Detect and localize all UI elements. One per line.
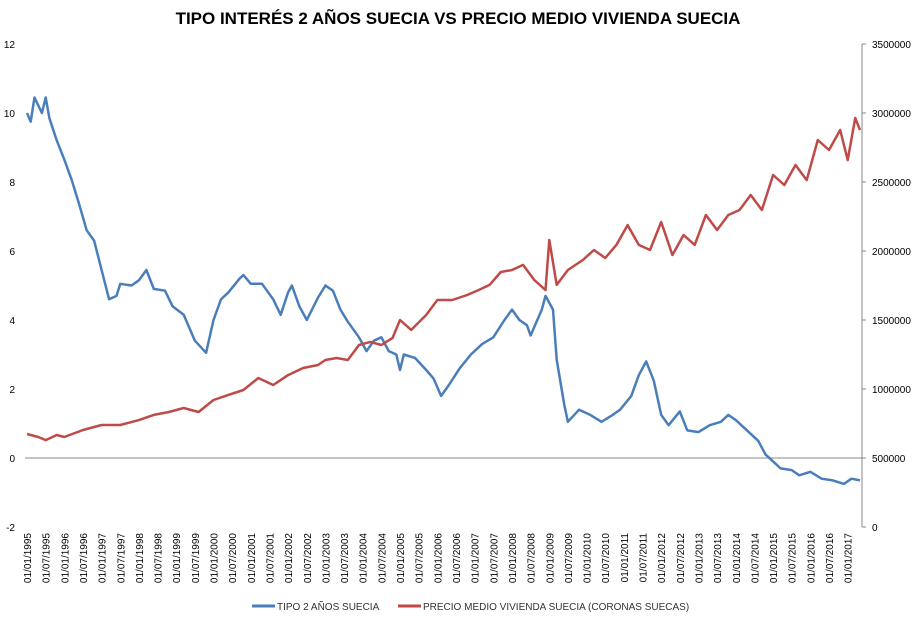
series-line-interest-rate: [25, 96, 861, 486]
x-tick-label: 01/01/2017: [844, 533, 855, 583]
x-tick-label: 01/01/2007: [471, 533, 482, 583]
x-tick-label: 01/01/1995: [23, 533, 34, 583]
x-tick-label: 01/01/1999: [172, 533, 183, 583]
right-y-tick-label: 2500000: [872, 178, 911, 189]
x-tick-label: 01/01/2013: [694, 533, 705, 583]
left-y-tick-label: 2: [9, 385, 15, 396]
x-tick-label: 01/07/2013: [713, 533, 724, 583]
x-tick-label: 01/07/2004: [377, 533, 388, 583]
left-y-tick-label: -2: [6, 523, 15, 534]
legend-label: PRECIO MEDIO VIVIENDA SUECIA (CORONAS SU…: [423, 602, 689, 613]
x-tick-label: 01/07/2016: [825, 533, 836, 583]
x-tick-label: 01/01/2015: [769, 533, 780, 583]
x-tick-label: 01/01/2003: [321, 533, 332, 583]
x-tick-label: 01/01/1998: [135, 533, 146, 583]
right-y-tick-label: 0: [872, 523, 878, 534]
x-tick-label: 01/07/2008: [527, 533, 538, 583]
legend-label: TIPO 2 AÑOS SUECIA: [277, 600, 380, 613]
x-tick-label: 01/07/1995: [42, 533, 53, 583]
x-tick-label: 01/01/2002: [284, 533, 295, 583]
x-tick-label: 01/01/2008: [508, 533, 519, 583]
x-tick-label: 01/01/2010: [583, 533, 594, 583]
x-tick-label: 01/07/2010: [601, 533, 612, 583]
x-tick-label: 01/07/2003: [340, 533, 351, 583]
x-tick-label: 01/01/2006: [433, 533, 444, 583]
right-y-tick-label: 1000000: [872, 385, 911, 396]
x-tick-label: 01/07/2001: [265, 533, 276, 583]
left-y-tick-label: 8: [9, 178, 15, 189]
x-tick-label: 01/01/2009: [545, 533, 556, 583]
series-line-house-price: [26, 116, 862, 442]
right-y-tick-label: 3000000: [872, 109, 911, 120]
left-y-tick-label: 12: [4, 40, 16, 51]
x-tick-label: 01/01/2005: [396, 533, 407, 583]
left-y-tick-label: 10: [4, 109, 16, 120]
left-y-tick-label: 6: [9, 247, 15, 258]
x-tick-label: 01/01/2014: [732, 533, 743, 583]
x-tick-label: 01/07/2012: [676, 533, 687, 583]
x-tick-label: 01/07/2014: [750, 533, 761, 583]
left-y-tick-label: 4: [9, 316, 15, 327]
x-tick-label: 01/07/2015: [788, 533, 799, 583]
x-tick-label: 01/07/2006: [452, 533, 463, 583]
x-tick-label: 01/07/1999: [191, 533, 202, 583]
x-tick-label: 01/07/1997: [116, 533, 127, 583]
x-tick-label: 01/07/2000: [228, 533, 239, 583]
x-tick-label: 01/01/2001: [247, 533, 258, 583]
left-y-tick-label: 0: [9, 454, 15, 465]
x-tick-label: 01/01/2016: [806, 533, 817, 583]
x-tick-label: 01/01/1996: [60, 533, 71, 583]
x-tick-label: 01/07/2005: [415, 533, 426, 583]
x-tick-label: 01/01/2012: [657, 533, 668, 583]
right-y-tick-label: 3500000: [872, 40, 911, 51]
x-tick-label: 01/07/2011: [639, 533, 650, 583]
x-tick-label: 01/07/1998: [154, 533, 165, 583]
x-tick-label: 01/01/2000: [210, 533, 221, 583]
x-tick-label: 01/07/2002: [303, 533, 314, 583]
right-y-tick-label: 2000000: [872, 247, 911, 258]
x-tick-label: 01/07/2007: [489, 533, 500, 583]
right-y-tick-label: 500000: [872, 454, 906, 465]
x-tick-label: 01/07/1996: [79, 533, 90, 583]
x-tick-label: 01/01/2011: [620, 533, 631, 583]
chart-title: TIPO INTERÉS 2 AÑOS SUECIA VS PRECIO MED…: [176, 8, 741, 28]
x-tick-label: 01/01/2004: [359, 533, 370, 583]
x-tick-label: 01/01/1997: [98, 533, 109, 583]
x-tick-label: 01/07/2009: [564, 533, 575, 583]
right-y-tick-label: 1500000: [872, 316, 911, 327]
